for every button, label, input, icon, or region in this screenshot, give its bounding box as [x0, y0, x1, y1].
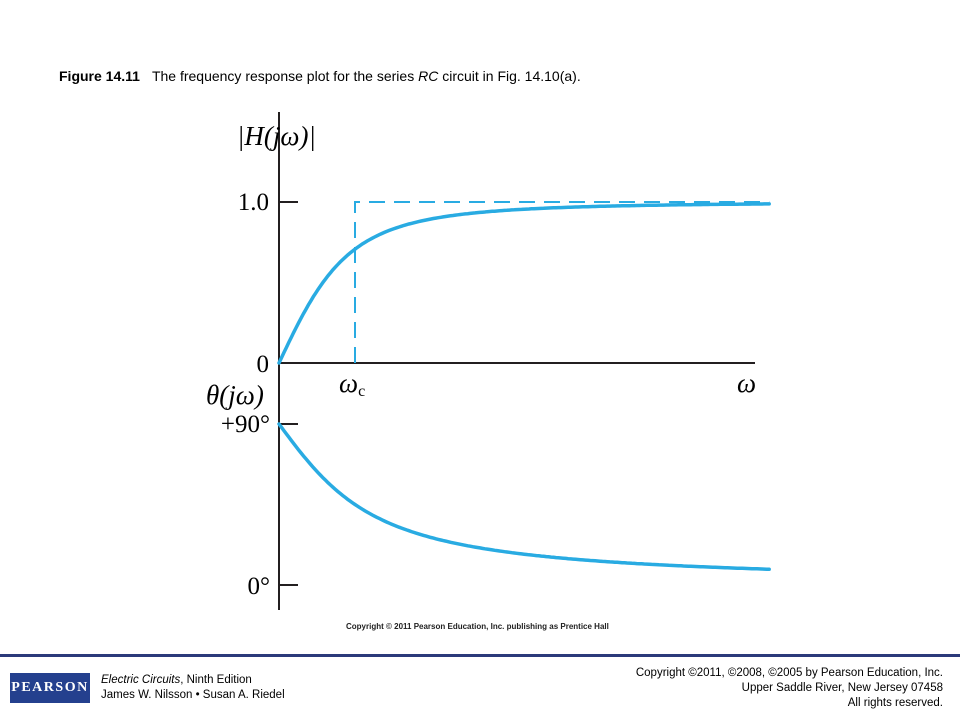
copyright-line-3: All rights reserved.: [847, 697, 943, 709]
magnitude-curve: [277, 202, 771, 365]
book-title: Electric Circuits: [101, 674, 181, 686]
phase-tick-label-top: +90°: [221, 411, 270, 438]
footer-divider: [0, 654, 960, 657]
wc-label: ωc: [339, 368, 365, 400]
phase-axis-label: θ(jω): [206, 380, 264, 410]
figure-caption: Figure 14.11 The frequency response plot …: [59, 68, 581, 84]
phase-curve: [277, 422, 771, 571]
caption-text-suffix: circuit in Fig. 14.10(a).: [438, 68, 581, 84]
copyright-line-2: Upper Saddle River, New Jersey 07458: [741, 682, 943, 694]
frequency-response-plot: |H(jω)| 1.0 0 ωc ω θ(jω) +90° 0°: [206, 112, 771, 610]
copyright-notice: Copyright ©2011, ©2008, ©2005 by Pearson…: [636, 666, 943, 711]
pearson-logo: PEARSON: [10, 673, 90, 703]
caption-text-italic: RC: [418, 68, 439, 84]
book-info: Electric Circuits, Ninth Edition James W…: [101, 673, 285, 703]
ideal-response-dashed: [354, 201, 770, 363]
book-edition: , Ninth Edition: [180, 674, 252, 686]
figure-credit: Copyright © 2011 Pearson Education, Inc.…: [346, 622, 609, 631]
magnitude-axis-label: |H(jω)|: [237, 121, 316, 151]
omega-axis-label: ω: [737, 368, 756, 398]
caption-text-prefix: The frequency response plot for the seri…: [151, 68, 419, 84]
phase-tick-label-zero: 0°: [248, 573, 271, 600]
book-authors: James W. Nilsson • Susan A. Riedel: [101, 689, 285, 701]
copyright-line-1: Copyright ©2011, ©2008, ©2005 by Pearson…: [635, 667, 943, 679]
mag-tick-label-top: 1.0: [238, 189, 269, 216]
figure-number: Figure 14.11: [59, 68, 140, 84]
mag-tick-label-zero: 0: [257, 351, 270, 378]
